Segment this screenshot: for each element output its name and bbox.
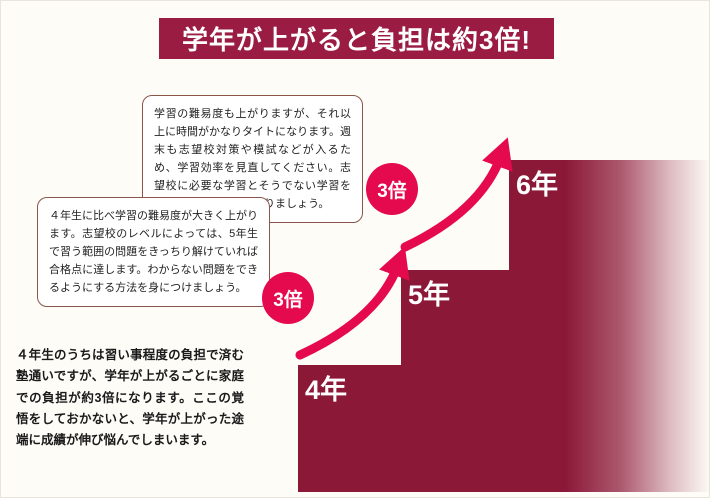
stair-step-grade4: 4年 bbox=[298, 365, 401, 492]
multiplier-badge-4to5: 3倍 bbox=[262, 272, 314, 324]
step-label-grade5: 5年 bbox=[408, 280, 451, 310]
note-text-grade4: ４年生のうちは習い事程度の負担で済む塾通いですが、学年が上がるごとに家庭での負担… bbox=[16, 348, 244, 447]
stair-step-grade5: 5年 bbox=[401, 270, 509, 492]
step-label-grade6: 6年 bbox=[516, 170, 559, 200]
banner-title: 学年が上がると負担は約3倍! bbox=[159, 18, 554, 59]
arrow-grade5-to-grade6-icon bbox=[400, 137, 513, 252]
note-bubble-grade5: ４年生に比べ学習の難易度が大きく上がります。志望校のレベルによっては、5年生で習… bbox=[37, 197, 270, 308]
arrow-grade4-to-grade5-icon bbox=[295, 246, 410, 360]
multiplier-badge-5to6: 3倍 bbox=[366, 163, 418, 215]
note-bubble-grade6: 学習の難易度も上がりますが、それ以上に時間がかなりタイトになります。週末も志望校… bbox=[142, 95, 363, 224]
step-label-grade4: 4年 bbox=[305, 375, 348, 405]
stair-step-grade6: 6年 bbox=[509, 160, 709, 492]
